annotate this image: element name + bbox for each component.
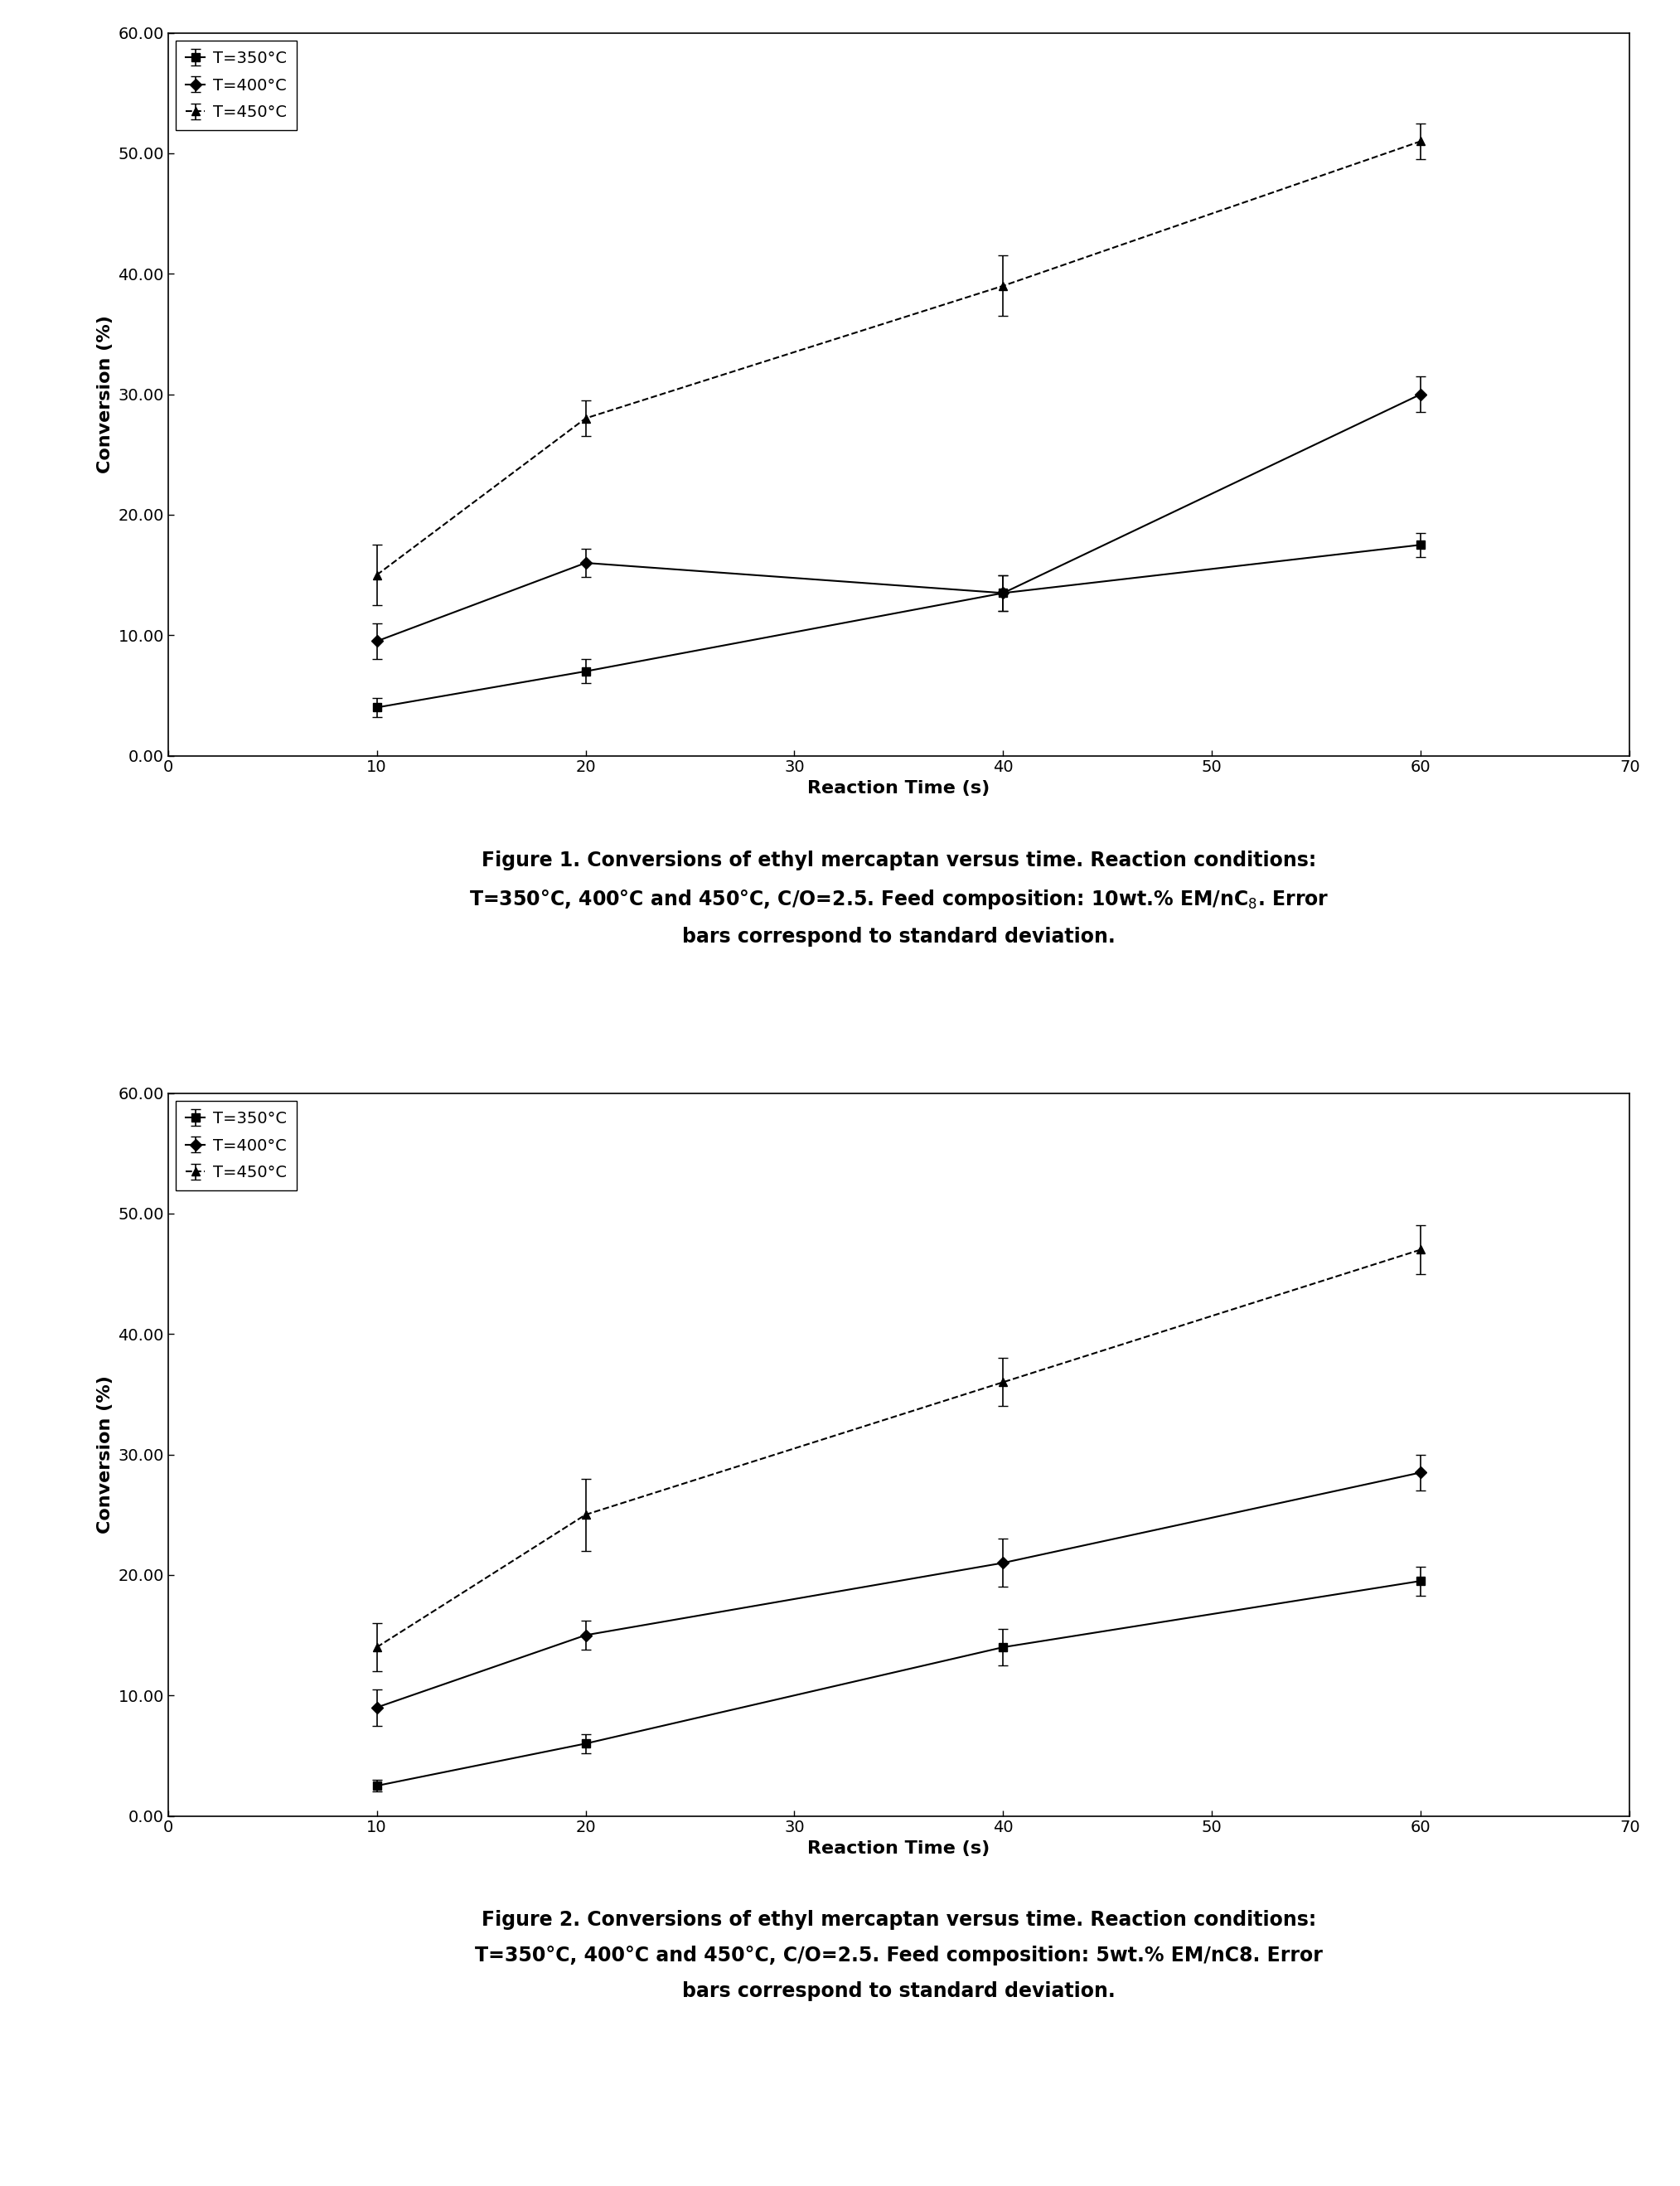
Text: Figure 2. Conversions of ethyl mercaptan versus time. Reaction conditions:
T=350: Figure 2. Conversions of ethyl mercaptan…	[475, 1911, 1322, 2002]
Legend: T=350°C, T=400°C, T=450°C: T=350°C, T=400°C, T=450°C	[176, 1102, 297, 1189]
Y-axis label: Conversion (%): Conversion (%)	[97, 1375, 113, 1535]
Legend: T=350°C, T=400°C, T=450°C: T=350°C, T=400°C, T=450°C	[176, 42, 297, 129]
X-axis label: Reaction Time (s): Reaction Time (s)	[808, 780, 990, 796]
Text: Figure 1. Conversions of ethyl mercaptan versus time. Reaction conditions:
T=350: Figure 1. Conversions of ethyl mercaptan…	[469, 850, 1329, 947]
X-axis label: Reaction Time (s): Reaction Time (s)	[808, 1841, 990, 1856]
Y-axis label: Conversion (%): Conversion (%)	[97, 315, 113, 474]
